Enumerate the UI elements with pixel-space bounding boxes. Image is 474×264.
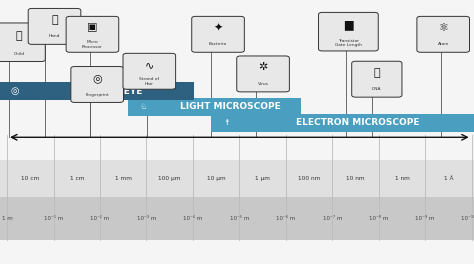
Text: 10⁻⁴ m: 10⁻⁴ m: [183, 216, 202, 221]
Bar: [0, 82, 194, 100]
FancyBboxPatch shape: [28, 8, 81, 44]
FancyBboxPatch shape: [71, 67, 123, 102]
Text: Hand: Hand: [49, 34, 60, 39]
FancyBboxPatch shape: [237, 56, 289, 92]
Bar: [0, 160, 474, 197]
Text: 1 m: 1 m: [2, 216, 12, 221]
Text: 1 cm: 1 cm: [70, 176, 84, 181]
Text: Child: Child: [13, 51, 25, 56]
Text: Virus: Virus: [258, 82, 268, 86]
Text: 10⁻⁶ m: 10⁻⁶ m: [276, 216, 295, 221]
FancyBboxPatch shape: [123, 53, 175, 89]
Text: ⚝: ⚝: [374, 68, 380, 78]
Text: 10 nm: 10 nm: [346, 176, 365, 181]
Text: 10⁻⁸ m: 10⁻⁸ m: [369, 216, 388, 221]
Text: ∿: ∿: [145, 60, 154, 70]
FancyBboxPatch shape: [417, 16, 469, 52]
Text: ◎: ◎: [11, 86, 19, 96]
Text: 1 Å: 1 Å: [444, 176, 453, 181]
Text: Fingerprint: Fingerprint: [85, 92, 109, 97]
Text: ✲: ✲: [258, 62, 268, 72]
Text: 100 nm: 100 nm: [298, 176, 320, 181]
Text: ⚛: ⚛: [438, 23, 448, 33]
Bar: [128, 98, 301, 116]
Text: LIGHT MICROSCOPE: LIGHT MICROSCOPE: [180, 102, 280, 111]
Text: 10⁻¹⁰ m: 10⁻¹⁰ m: [461, 216, 474, 221]
Text: 10⁻³ m: 10⁻³ m: [137, 216, 156, 221]
Text: ELECTRON MICROSCOPE: ELECTRON MICROSCOPE: [296, 118, 419, 127]
Text: 100 μm: 100 μm: [158, 176, 181, 181]
Text: HUMAN EYE: HUMAN EYE: [82, 87, 143, 96]
FancyBboxPatch shape: [191, 16, 245, 52]
Text: 10⁻⁵ m: 10⁻⁵ m: [230, 216, 249, 221]
Text: Transistor
Gate Length: Transistor Gate Length: [335, 39, 362, 47]
Text: Micro
Processor: Micro Processor: [82, 40, 103, 49]
FancyBboxPatch shape: [352, 61, 402, 97]
Text: ⛹: ⛹: [16, 31, 22, 41]
Text: ◎: ◎: [92, 73, 102, 83]
Text: 10⁻⁷ m: 10⁻⁷ m: [323, 216, 342, 221]
Text: ✋: ✋: [51, 15, 58, 25]
FancyBboxPatch shape: [66, 16, 118, 52]
Text: ▇: ▇: [344, 20, 353, 30]
Text: 10 μm: 10 μm: [207, 176, 226, 181]
Text: DNA: DNA: [372, 87, 382, 91]
Text: 10⁻² m: 10⁻² m: [91, 216, 109, 221]
Text: 1 mm: 1 mm: [115, 176, 132, 181]
Text: 10⁻¹ m: 10⁻¹ m: [44, 216, 63, 221]
Text: ▣: ▣: [87, 23, 98, 33]
Text: ✦: ✦: [213, 23, 223, 33]
FancyBboxPatch shape: [319, 12, 378, 51]
Text: Bacteria: Bacteria: [209, 42, 227, 46]
Text: 1 nm: 1 nm: [394, 176, 410, 181]
Text: 10⁻⁹ m: 10⁻⁹ m: [416, 216, 435, 221]
Bar: [211, 114, 474, 132]
Bar: [0, 197, 474, 240]
Text: ☨: ☨: [224, 118, 228, 127]
Text: Atom: Atom: [438, 42, 449, 46]
Text: 10 cm: 10 cm: [21, 176, 39, 181]
Text: 1 μm: 1 μm: [255, 176, 270, 181]
Text: Strand of
Hair: Strand of Hair: [139, 77, 159, 86]
FancyBboxPatch shape: [0, 23, 46, 62]
Text: ♘: ♘: [139, 102, 147, 111]
